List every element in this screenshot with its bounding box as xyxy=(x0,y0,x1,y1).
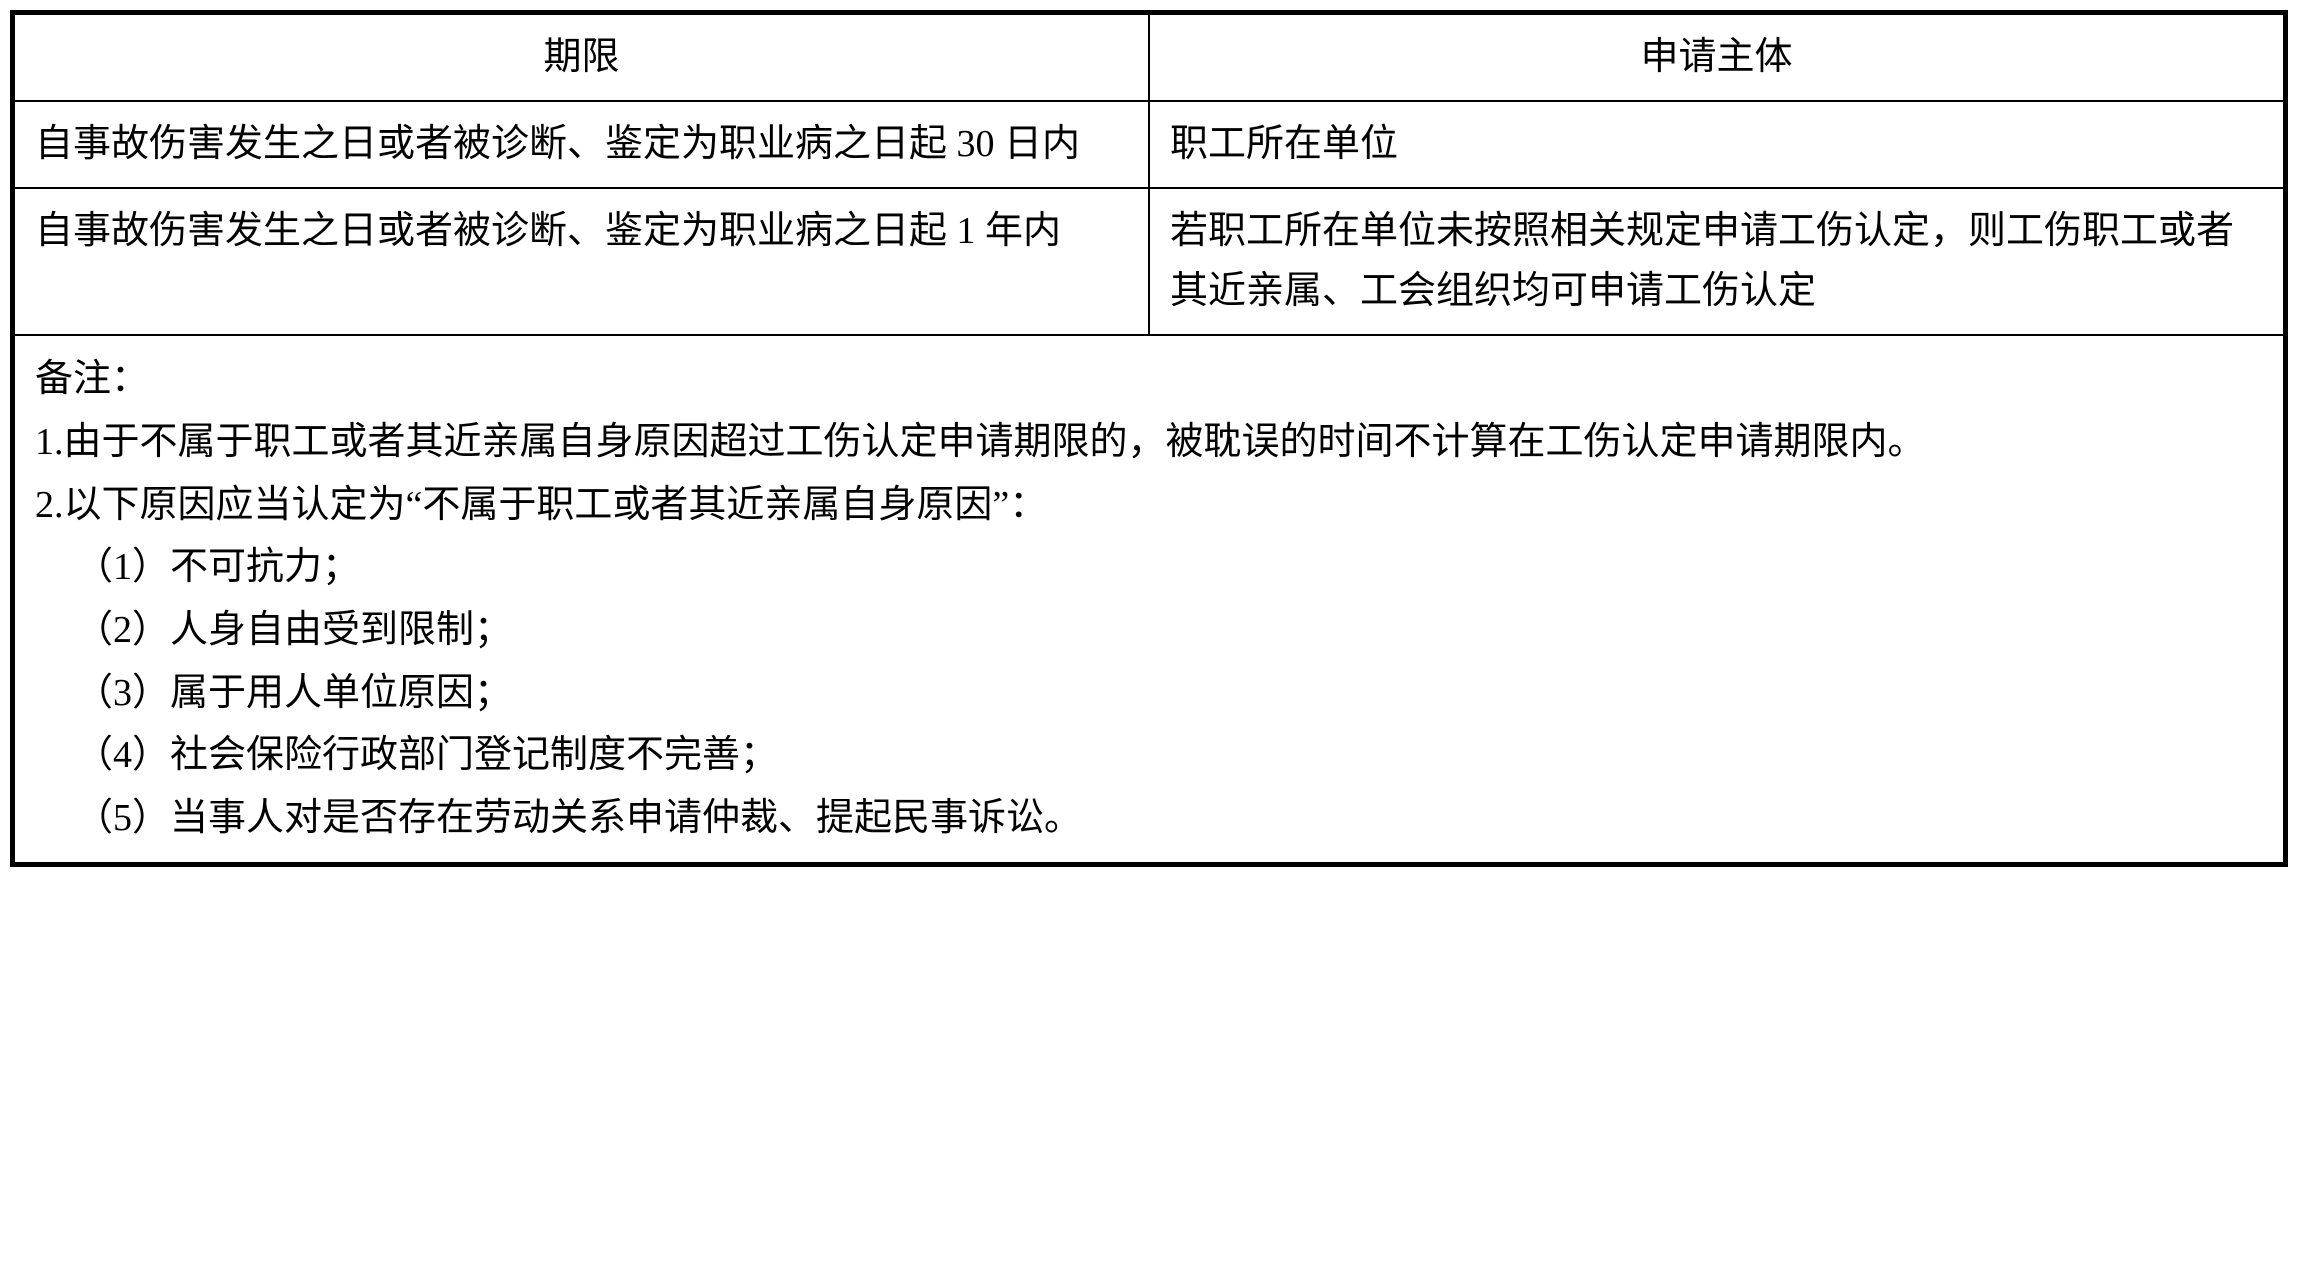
notes-item-2: 2.以下原因应当认定为“不属于职工或者其近亲属自身原因”： xyxy=(35,474,2263,537)
notes-sub-item: （5）当事人对是否存在劳动关系申请仲裁、提起民事诉讼。 xyxy=(35,787,2263,850)
notes-cell: 备注： 1.由于不属于职工或者其近亲属自身原因超过工伤认定申请期限的，被耽误的时… xyxy=(14,335,2284,863)
notes-sub-item: （2）人身自由受到限制； xyxy=(35,599,2263,662)
table-row: 自事故伤害发生之日或者被诊断、鉴定为职业病之日起 30 日内 职工所在单位 xyxy=(14,101,2284,188)
row1-col1: 自事故伤害发生之日或者被诊断、鉴定为职业病之日起 30 日内 xyxy=(14,101,1149,188)
notes-sub-item: （4）社会保险行政部门登记制度不完善； xyxy=(35,724,2263,787)
table-notes-row: 备注： 1.由于不属于职工或者其近亲属自身原因超过工伤认定申请期限的，被耽误的时… xyxy=(14,335,2284,863)
row1-col2: 职工所在单位 xyxy=(1149,101,2284,188)
table-header-row: 期限 申请主体 xyxy=(14,14,2284,101)
notes-title: 备注： xyxy=(35,348,2263,411)
header-col2: 申请主体 xyxy=(1149,14,2284,101)
row2-col1: 自事故伤害发生之日或者被诊断、鉴定为职业病之日起 1 年内 xyxy=(14,188,1149,336)
row2-col2: 若职工所在单位未按照相关规定申请工伤认定，则工伤职工或者其近亲属、工会组织均可申… xyxy=(1149,188,2284,336)
table-row: 自事故伤害发生之日或者被诊断、鉴定为职业病之日起 1 年内 若职工所在单位未按照… xyxy=(14,188,2284,336)
document-table: 期限 申请主体 自事故伤害发生之日或者被诊断、鉴定为职业病之日起 30 日内 职… xyxy=(13,13,2285,864)
notes-item-1: 1.由于不属于职工或者其近亲属自身原因超过工伤认定申请期限的，被耽误的时间不计算… xyxy=(35,411,2263,474)
document-table-container: 期限 申请主体 自事故伤害发生之日或者被诊断、鉴定为职业病之日起 30 日内 职… xyxy=(10,10,2288,867)
header-col1: 期限 xyxy=(14,14,1149,101)
notes-sub-item: （1）不可抗力； xyxy=(35,536,2263,599)
notes-sub-item: （3）属于用人单位原因； xyxy=(35,662,2263,725)
